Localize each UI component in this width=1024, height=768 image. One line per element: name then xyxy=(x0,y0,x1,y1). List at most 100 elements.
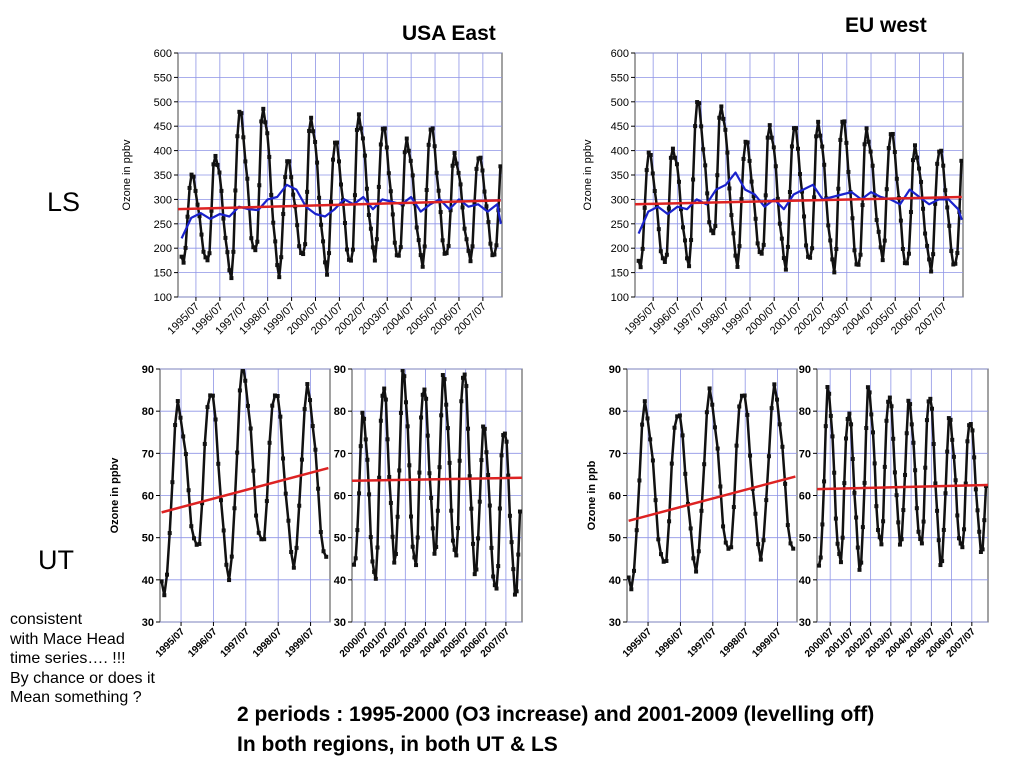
observed-point xyxy=(259,537,264,542)
observed-point xyxy=(407,463,412,468)
observed-point xyxy=(751,194,756,199)
observed-point xyxy=(701,147,706,152)
observed-point xyxy=(430,526,435,531)
observed-point xyxy=(309,115,314,120)
observed-point xyxy=(820,522,825,527)
observed-point xyxy=(835,541,840,546)
observed-point xyxy=(810,246,815,251)
observed-point xyxy=(445,426,450,431)
observed-point xyxy=(844,436,849,441)
observed-point xyxy=(881,519,886,524)
observed-point xyxy=(313,447,318,452)
observed-point xyxy=(729,545,734,550)
observed-point xyxy=(763,193,768,198)
observed-point xyxy=(676,179,681,184)
observed-point xyxy=(833,516,838,521)
observed-point xyxy=(245,403,250,408)
observed-point xyxy=(936,538,941,543)
observed-point xyxy=(281,211,286,216)
observed-point xyxy=(207,251,212,256)
observed-point xyxy=(491,574,496,579)
observed-point xyxy=(325,272,330,277)
observed-point xyxy=(464,384,469,389)
observed-point xyxy=(818,555,823,560)
observed-point xyxy=(955,250,960,255)
observed-point xyxy=(319,222,324,227)
observed-point xyxy=(935,508,940,513)
observed-point xyxy=(828,413,833,418)
y-tick-label: 500 xyxy=(611,97,629,109)
y-axis-label: Ozone in ppbv xyxy=(121,139,133,210)
observed-point xyxy=(183,245,188,250)
observed-point xyxy=(239,111,244,116)
observed-point xyxy=(804,243,809,248)
observed-point xyxy=(637,478,642,483)
observed-point xyxy=(645,416,650,421)
observed-point xyxy=(896,520,901,525)
y-tick-label: 400 xyxy=(154,146,172,158)
observed-point xyxy=(162,593,167,598)
x-tick-label: 1998/07 xyxy=(251,626,285,660)
observed-point xyxy=(973,487,978,492)
observed-point xyxy=(902,261,907,266)
observed-point xyxy=(779,236,784,241)
observed-point xyxy=(331,157,336,162)
observed-point xyxy=(874,217,879,222)
observed-point xyxy=(418,253,423,258)
observed-point xyxy=(711,231,716,236)
observed-point xyxy=(243,378,248,383)
observed-point xyxy=(444,402,449,407)
observed-point xyxy=(233,188,238,193)
observed-point xyxy=(945,449,950,454)
observed-point xyxy=(795,146,800,151)
observed-point xyxy=(297,244,302,249)
observed-point xyxy=(726,546,731,551)
observed-point xyxy=(467,474,472,479)
observed-point xyxy=(745,140,750,145)
observed-point xyxy=(707,386,712,391)
observed-point xyxy=(688,526,693,531)
observed-point xyxy=(279,255,284,260)
observed-point xyxy=(694,569,699,574)
observed-point xyxy=(917,166,922,171)
observed-point xyxy=(378,142,383,147)
observed-series-line xyxy=(817,385,988,572)
observed-point xyxy=(892,149,897,154)
observed-point xyxy=(908,402,913,407)
observed-point xyxy=(256,530,261,535)
observed-point xyxy=(231,249,236,254)
conclusion-line-1: 2 periods : 1995-2000 (O3 increase) and … xyxy=(237,703,875,726)
y-tick-label: 200 xyxy=(154,243,172,255)
observed-point xyxy=(317,195,322,200)
observed-point xyxy=(766,454,771,459)
observed-point xyxy=(186,488,191,493)
observed-point xyxy=(906,398,911,403)
observed-point xyxy=(454,553,459,558)
y-tick-label: 90 xyxy=(799,364,811,376)
observed-point xyxy=(818,133,823,138)
observed-point xyxy=(219,188,224,193)
observed-point xyxy=(455,526,460,531)
y-tick-label: 70 xyxy=(142,448,154,460)
observed-point xyxy=(912,143,917,148)
observed-point xyxy=(978,550,983,555)
observed-point xyxy=(357,491,362,496)
observed-point xyxy=(882,464,887,469)
observed-point xyxy=(662,259,667,264)
observed-point xyxy=(652,188,657,193)
observed-point xyxy=(267,154,272,159)
observed-point xyxy=(165,572,170,577)
observed-point xyxy=(758,557,763,562)
observed-point xyxy=(436,188,441,193)
observed-point xyxy=(218,498,223,503)
usa-ut-chart-1995-2000: 30 40 50 60 70 80 90 1995/07 1996/07 1997/07 1998/… xyxy=(109,364,331,660)
observed-point xyxy=(830,434,835,439)
observed-point xyxy=(886,146,891,151)
observed-point xyxy=(414,225,419,230)
observed-point xyxy=(295,223,300,228)
usa-east-title: USA East xyxy=(402,22,496,45)
y-tick-label: 600 xyxy=(154,48,172,60)
observed-point xyxy=(636,258,641,263)
y-tick-label: 550 xyxy=(154,72,172,84)
observed-point xyxy=(640,422,645,427)
